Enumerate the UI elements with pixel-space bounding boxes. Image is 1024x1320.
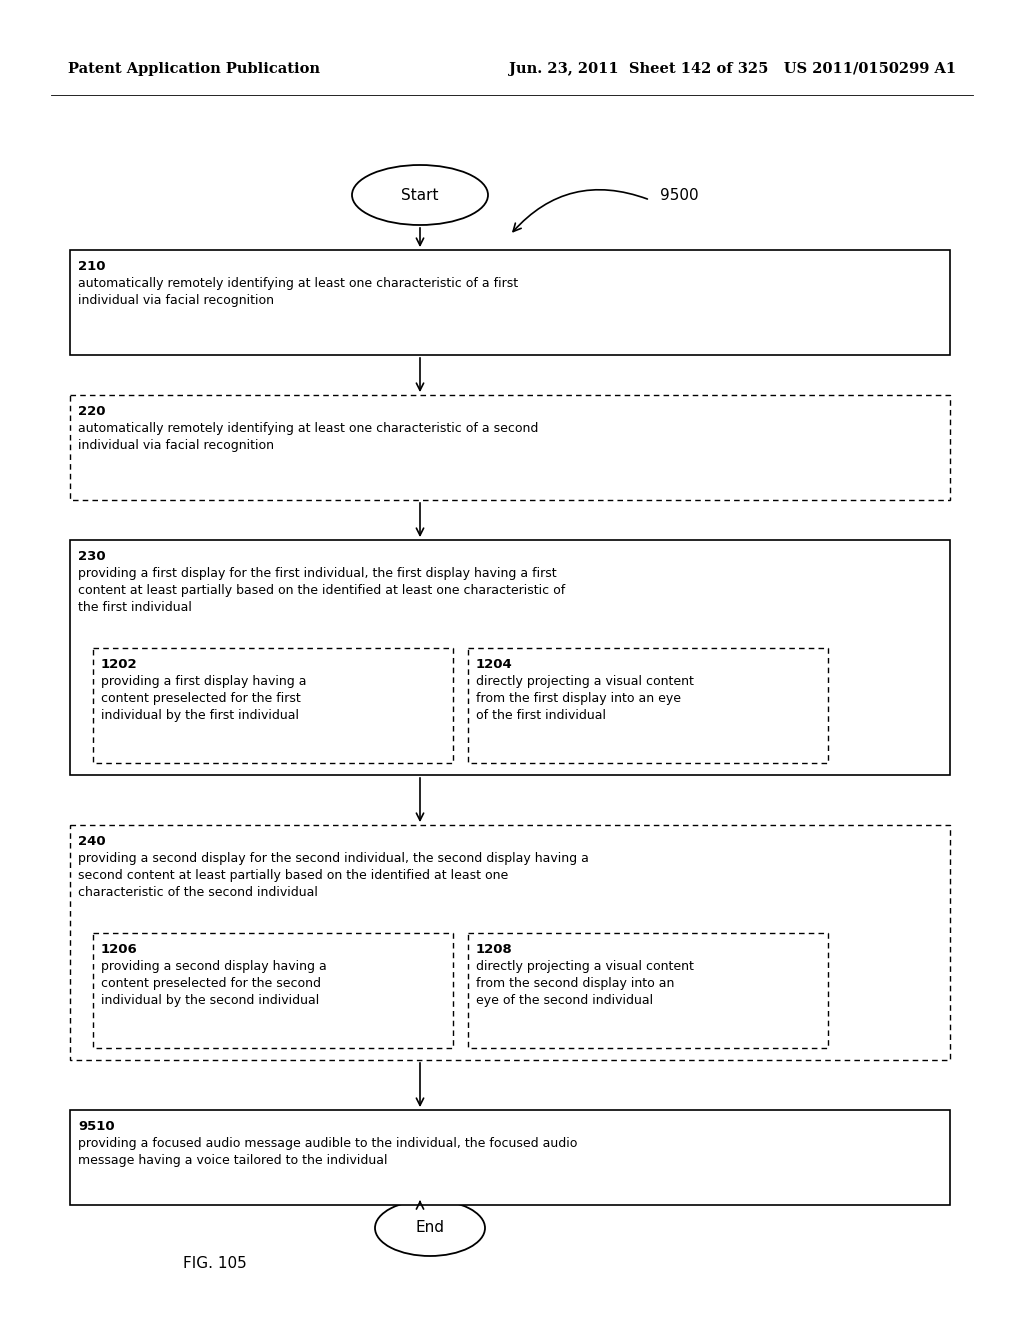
FancyBboxPatch shape (70, 1110, 950, 1205)
Text: providing a first display for the first individual, the first display having a f: providing a first display for the first … (78, 568, 565, 614)
Text: 230: 230 (78, 550, 105, 564)
Text: Jun. 23, 2011  Sheet 142 of 325   US 2011/0150299 A1: Jun. 23, 2011 Sheet 142 of 325 US 2011/0… (509, 62, 956, 77)
Text: directly projecting a visual content
from the first display into an eye
of the f: directly projecting a visual content fro… (476, 675, 694, 722)
Text: 220: 220 (78, 405, 105, 418)
FancyBboxPatch shape (468, 933, 828, 1048)
Text: automatically remotely identifying at least one characteristic of a second
indiv: automatically remotely identifying at le… (78, 422, 539, 451)
FancyBboxPatch shape (70, 249, 950, 355)
FancyBboxPatch shape (93, 933, 453, 1048)
Text: automatically remotely identifying at least one characteristic of a first
indivi: automatically remotely identifying at le… (78, 277, 518, 308)
Text: providing a second display having a
content preselected for the second
individua: providing a second display having a cont… (101, 960, 327, 1007)
Text: directly projecting a visual content
from the second display into an
eye of the : directly projecting a visual content fro… (476, 960, 694, 1007)
Text: 1204: 1204 (476, 657, 513, 671)
Text: 1206: 1206 (101, 942, 138, 956)
FancyBboxPatch shape (70, 540, 950, 775)
Text: 9510: 9510 (78, 1119, 115, 1133)
Text: 1202: 1202 (101, 657, 137, 671)
Ellipse shape (375, 1200, 485, 1257)
Text: providing a first display having a
content preselected for the first
individual : providing a first display having a conte… (101, 675, 306, 722)
FancyBboxPatch shape (70, 825, 950, 1060)
Text: providing a focused audio message audible to the individual, the focused audio
m: providing a focused audio message audibl… (78, 1137, 578, 1167)
FancyBboxPatch shape (93, 648, 453, 763)
Text: 9500: 9500 (660, 187, 698, 202)
FancyBboxPatch shape (70, 395, 950, 500)
Ellipse shape (352, 165, 488, 224)
Text: 1208: 1208 (476, 942, 513, 956)
Text: 210: 210 (78, 260, 105, 273)
Text: Patent Application Publication: Patent Application Publication (68, 62, 319, 77)
Text: FIG. 105: FIG. 105 (183, 1255, 247, 1270)
Text: End: End (416, 1221, 444, 1236)
FancyArrowPatch shape (513, 190, 647, 231)
Text: 240: 240 (78, 836, 105, 847)
Text: Start: Start (401, 187, 438, 202)
Text: providing a second display for the second individual, the second display having : providing a second display for the secon… (78, 851, 589, 899)
FancyBboxPatch shape (468, 648, 828, 763)
